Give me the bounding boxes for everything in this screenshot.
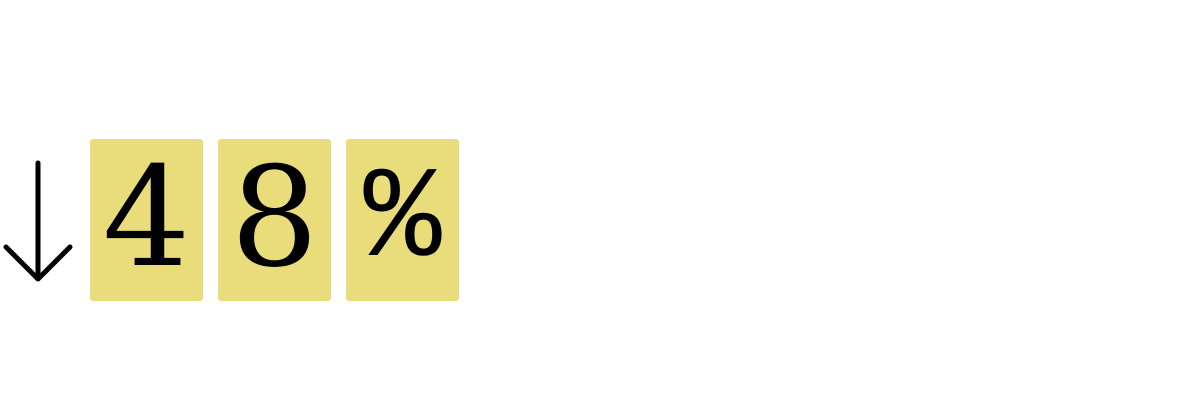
- value-tiles: 4 8 %: [90, 139, 459, 301]
- digit: 8: [230, 137, 319, 298]
- digit: 4: [102, 137, 191, 298]
- arrow-down-icon: [0, 139, 76, 301]
- percent-change-stat: 4 8 %: [0, 139, 459, 301]
- percent-tile: %: [346, 139, 459, 301]
- digit-tile: 8: [218, 139, 331, 301]
- percent-sign: %: [363, 148, 442, 295]
- digit-tile: 4: [90, 139, 203, 301]
